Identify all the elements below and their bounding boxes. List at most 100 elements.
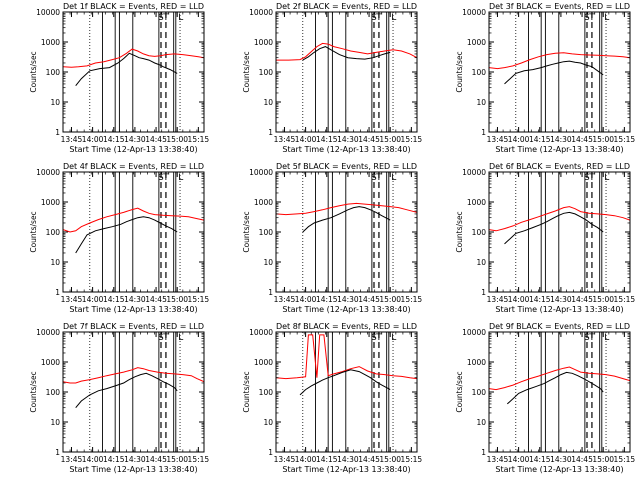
y-axis-label: Counts/sec — [455, 211, 464, 252]
marker-t-label: T — [375, 173, 382, 183]
y-tick-label: 10 — [476, 258, 486, 267]
x-tick-label: 15:15 — [401, 135, 423, 144]
marker-l-label: L — [391, 13, 396, 23]
x-tick-label: 13:45 — [61, 295, 83, 304]
events-series-line — [504, 60, 604, 85]
x-axis-label: Start Time (12-Apr-13 13:38:40) — [282, 145, 410, 154]
x-tick-label: 14:45 — [145, 135, 167, 144]
x-tick-label: 14:00 — [295, 135, 317, 144]
y-tick-label: 1000 — [254, 358, 273, 367]
y-tick-label: 100 — [46, 388, 61, 397]
marker-l-label: L — [178, 333, 183, 343]
lld-series-line — [276, 42, 417, 61]
events-series-line — [75, 372, 178, 409]
marker-t-label: T — [588, 13, 595, 23]
y-axis-label: Counts/sec — [455, 371, 464, 412]
x-tick-label: 14:45 — [358, 135, 380, 144]
events-series-line — [302, 206, 391, 233]
panel-frame — [275, 11, 418, 133]
marker-l-label: L — [178, 13, 183, 23]
x-tick-label: 14:15 — [529, 295, 551, 304]
lld-series-line — [276, 334, 417, 380]
x-tick-label: 14:45 — [358, 295, 380, 304]
x-tick-label: 13:45 — [487, 295, 509, 304]
marker-t-label: T — [588, 333, 595, 343]
y-tick-label: 1000 — [467, 38, 486, 47]
y-tick-label: 1 — [268, 128, 273, 137]
y-tick-label: 1 — [55, 448, 60, 457]
y-tick-label: 10 — [263, 418, 273, 427]
panel-frame — [62, 171, 205, 293]
x-tick-label: 15:15 — [188, 295, 210, 304]
y-axis-label: Counts/sec — [242, 371, 251, 412]
y-tick-label: 1000 — [467, 358, 486, 367]
y-tick-label: 10000 — [36, 328, 60, 337]
y-tick-label: 1000 — [41, 358, 60, 367]
x-tick-label: 14:00 — [82, 455, 104, 464]
panel-frame — [488, 171, 631, 293]
plot-area — [276, 332, 417, 452]
panel-frame — [488, 11, 631, 133]
detector-panel-7: Det 7f BLACK = Events, RED = LLD S T L 1 10 10… — [29, 322, 209, 474]
x-tick-label: 13:45 — [61, 455, 83, 464]
marker-l-label: L — [604, 173, 609, 183]
marker-s-label: S — [371, 13, 377, 23]
plot-area — [276, 172, 417, 292]
panel-title: Det 7f BLACK = Events, RED = LLD — [63, 322, 204, 331]
x-tick-label: 14:30 — [124, 295, 146, 304]
x-tick-label: 15:00 — [166, 455, 188, 464]
y-tick-label: 1000 — [254, 198, 273, 207]
x-tick-label: 14:00 — [82, 295, 104, 304]
marker-s-label: S — [584, 13, 590, 23]
x-tick-label: 15:15 — [614, 455, 636, 464]
detector-panel-5: Det 5f BLACK = Events, RED = LLD S T L 1 10 10… — [242, 162, 422, 314]
x-axis-label: Start Time (12-Apr-13 13:38:40) — [69, 145, 197, 154]
x-tick-label: 15:00 — [592, 455, 614, 464]
y-tick-label: 10 — [476, 418, 486, 427]
y-tick-label: 10000 — [249, 168, 273, 177]
panel-frame — [275, 331, 418, 453]
x-tick-label: 14:30 — [337, 135, 359, 144]
x-tick-label: 14:15 — [103, 295, 125, 304]
x-tick-label: 14:45 — [571, 135, 593, 144]
y-tick-label: 1000 — [467, 198, 486, 207]
plot-area — [276, 12, 417, 132]
events-series-line — [299, 369, 391, 396]
x-tick-label: 14:30 — [550, 135, 572, 144]
y-axis-label: Counts/sec — [455, 51, 464, 92]
plot-area — [63, 12, 204, 132]
detector-panel-6: Det 6f BLACK = Events, RED = LLD S T L 1 10 10… — [455, 162, 635, 314]
x-tick-label: 15:00 — [166, 135, 188, 144]
x-tick-label: 14:15 — [529, 455, 551, 464]
x-tick-label: 14:00 — [295, 295, 317, 304]
panel-frame — [62, 331, 205, 453]
detector-panel-8: Det 8f BLACK = Events, RED = LLD S T L 1 10 10… — [242, 322, 422, 474]
y-tick-label: 10 — [263, 258, 273, 267]
x-tick-label: 15:00 — [379, 135, 401, 144]
x-tick-label: 14:00 — [508, 455, 530, 464]
marker-l-label: L — [604, 13, 609, 23]
x-axis-label: Start Time (12-Apr-13 13:38:40) — [495, 145, 623, 154]
x-tick-label: 14:30 — [550, 455, 572, 464]
y-tick-label: 10 — [50, 98, 60, 107]
y-tick-label: 10 — [476, 98, 486, 107]
marker-t-label: T — [588, 173, 595, 183]
y-tick-label: 10000 — [249, 8, 273, 17]
marker-l-label: L — [178, 173, 183, 183]
y-tick-label: 100 — [472, 68, 487, 77]
x-tick-label: 14:00 — [295, 455, 317, 464]
marker-s-label: S — [158, 13, 164, 23]
events-series-line — [75, 216, 178, 254]
x-tick-label: 14:30 — [550, 295, 572, 304]
y-axis-label: Counts/sec — [29, 371, 38, 412]
x-tick-label: 14:00 — [508, 295, 530, 304]
panel-title: Det 4f BLACK = Events, RED = LLD — [63, 162, 204, 171]
x-tick-label: 14:15 — [316, 455, 338, 464]
x-tick-label: 14:45 — [571, 455, 593, 464]
y-tick-label: 1 — [268, 288, 273, 297]
x-tick-label: 14:15 — [316, 135, 338, 144]
x-tick-label: 13:45 — [274, 455, 296, 464]
y-tick-label: 10 — [50, 258, 60, 267]
x-tick-label: 15:15 — [401, 455, 423, 464]
marker-s-label: S — [371, 173, 377, 183]
